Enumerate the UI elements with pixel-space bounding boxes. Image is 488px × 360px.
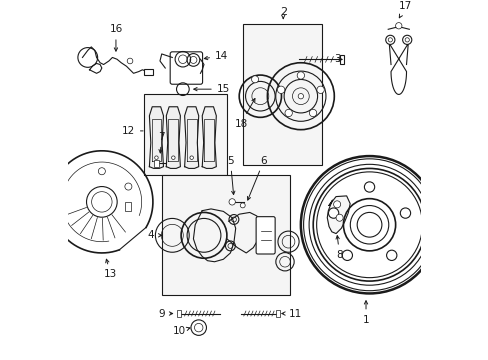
FancyBboxPatch shape <box>170 52 202 84</box>
Text: 1: 1 <box>362 301 368 325</box>
Polygon shape <box>326 196 349 234</box>
Circle shape <box>285 109 292 117</box>
Text: 3: 3 <box>334 54 342 64</box>
Polygon shape <box>184 107 198 168</box>
Circle shape <box>364 182 374 192</box>
Circle shape <box>402 35 411 44</box>
Circle shape <box>154 156 158 159</box>
Text: 8: 8 <box>335 236 342 260</box>
Circle shape <box>309 109 316 117</box>
Text: 4: 4 <box>147 230 162 240</box>
Circle shape <box>240 203 244 208</box>
Text: 12: 12 <box>122 126 143 136</box>
Text: 5: 5 <box>226 156 234 194</box>
FancyBboxPatch shape <box>144 94 226 175</box>
Circle shape <box>395 23 401 29</box>
FancyBboxPatch shape <box>154 159 159 167</box>
FancyBboxPatch shape <box>162 175 290 295</box>
Text: 11: 11 <box>281 309 302 319</box>
Text: 9: 9 <box>158 309 172 319</box>
Circle shape <box>189 156 193 159</box>
Polygon shape <box>149 107 163 168</box>
Text: 6: 6 <box>247 156 266 200</box>
Text: 16: 16 <box>109 24 122 51</box>
Circle shape <box>127 58 133 64</box>
Text: 15: 15 <box>193 84 229 94</box>
Circle shape <box>316 86 324 94</box>
Text: 14: 14 <box>204 51 228 61</box>
Polygon shape <box>202 107 216 168</box>
Text: 17: 17 <box>398 1 411 18</box>
Circle shape <box>297 72 304 79</box>
Text: 7: 7 <box>158 132 165 153</box>
FancyBboxPatch shape <box>144 69 153 75</box>
FancyBboxPatch shape <box>124 202 131 211</box>
Circle shape <box>171 156 175 159</box>
FancyBboxPatch shape <box>275 310 280 317</box>
Circle shape <box>328 208 338 218</box>
Circle shape <box>298 94 303 99</box>
FancyBboxPatch shape <box>242 24 321 165</box>
Circle shape <box>335 214 343 221</box>
Text: 13: 13 <box>104 259 117 279</box>
Circle shape <box>228 199 235 205</box>
Circle shape <box>98 168 105 175</box>
FancyBboxPatch shape <box>177 310 181 317</box>
Circle shape <box>251 76 258 83</box>
Circle shape <box>342 250 352 261</box>
Circle shape <box>386 250 396 261</box>
Circle shape <box>124 183 132 190</box>
Polygon shape <box>166 107 180 168</box>
Text: 10: 10 <box>172 326 189 336</box>
FancyBboxPatch shape <box>256 217 275 254</box>
Circle shape <box>277 86 284 94</box>
Circle shape <box>191 320 206 336</box>
Circle shape <box>333 201 340 208</box>
Circle shape <box>400 208 410 218</box>
FancyBboxPatch shape <box>339 55 343 64</box>
Text: 2: 2 <box>279 7 286 17</box>
Text: 18: 18 <box>234 99 254 129</box>
Circle shape <box>385 35 394 44</box>
